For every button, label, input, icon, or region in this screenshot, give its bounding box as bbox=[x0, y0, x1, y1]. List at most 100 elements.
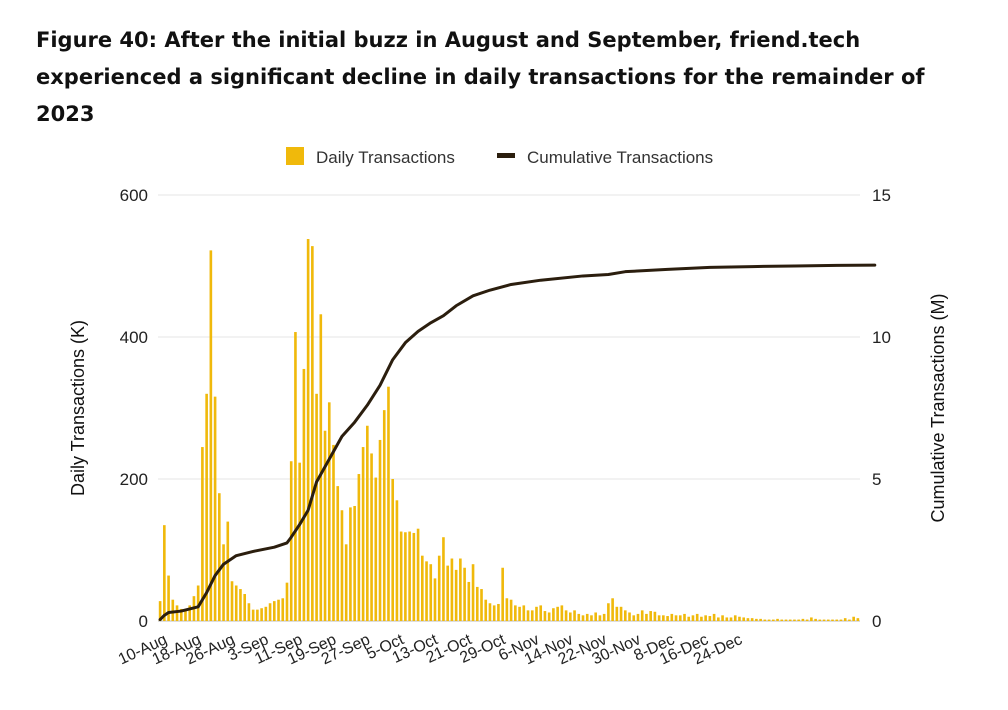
daily-bar bbox=[772, 619, 775, 621]
daily-bar bbox=[573, 610, 576, 621]
daily-bar bbox=[289, 461, 293, 621]
daily-bar bbox=[340, 510, 344, 621]
daily-bar bbox=[188, 605, 192, 621]
daily-bar bbox=[594, 612, 597, 621]
daily-bar bbox=[581, 615, 585, 621]
daily-bar bbox=[196, 585, 200, 621]
daily-bar bbox=[725, 617, 729, 621]
daily-bar bbox=[780, 619, 784, 621]
daily-bar bbox=[167, 575, 170, 621]
daily-bar bbox=[184, 610, 187, 621]
daily-bar bbox=[564, 610, 568, 621]
daily-bar bbox=[687, 616, 691, 621]
left-tick-label: 200 bbox=[120, 470, 148, 489]
figure-title: Figure 40: After the initial buzz in Aug… bbox=[36, 28, 925, 126]
daily-bar bbox=[332, 444, 335, 621]
legend-swatch-cumulative bbox=[497, 153, 515, 158]
daily-bar bbox=[404, 532, 407, 621]
daily-bar bbox=[294, 332, 297, 621]
daily-bar bbox=[539, 605, 543, 621]
daily-bar bbox=[446, 565, 449, 621]
gridlines bbox=[158, 194, 860, 622]
daily-bar bbox=[848, 619, 851, 621]
daily-bar bbox=[218, 493, 221, 621]
daily-bar bbox=[674, 615, 678, 621]
daily-bar bbox=[327, 402, 331, 621]
daily-bar bbox=[729, 617, 733, 621]
daily-bar bbox=[264, 606, 268, 621]
daily-bar bbox=[788, 619, 792, 621]
daily-bar bbox=[585, 613, 589, 621]
daily-bar bbox=[395, 500, 399, 621]
daily-bar bbox=[425, 561, 428, 621]
daily-bar bbox=[459, 558, 462, 621]
legend-label-cumulative: Cumulative Transactions bbox=[527, 148, 713, 167]
daily-bar bbox=[590, 615, 593, 621]
daily-bar bbox=[509, 599, 513, 621]
daily-bar bbox=[662, 615, 665, 621]
daily-bar bbox=[213, 396, 217, 621]
daily-bar bbox=[678, 615, 682, 621]
daily-bar bbox=[750, 618, 754, 621]
right-tick-label: 10 bbox=[872, 328, 891, 347]
daily-bar bbox=[763, 619, 767, 621]
daily-bar bbox=[598, 615, 602, 621]
daily-bar bbox=[733, 615, 737, 621]
daily-bar bbox=[708, 616, 712, 621]
daily-bar bbox=[547, 612, 551, 621]
right-axis-ticks: 0 5 10 15 bbox=[872, 186, 891, 631]
daily-bar bbox=[852, 616, 855, 621]
daily-bar bbox=[530, 610, 534, 621]
daily-bar bbox=[640, 610, 644, 621]
daily-bar bbox=[505, 598, 509, 621]
daily-bar bbox=[670, 613, 674, 621]
daily-bar bbox=[298, 462, 301, 621]
cumulative-line bbox=[158, 263, 877, 622]
daily-bar bbox=[666, 616, 669, 621]
daily-bar bbox=[357, 474, 361, 621]
left-tick-label: 400 bbox=[120, 328, 148, 347]
daily-bar bbox=[691, 615, 695, 621]
daily-bar bbox=[243, 594, 246, 621]
daily-bar bbox=[205, 393, 208, 621]
daily-bar bbox=[560, 605, 564, 621]
right-tick-label: 5 bbox=[872, 470, 881, 489]
right-tick-label: 15 bbox=[872, 186, 891, 205]
daily-bar bbox=[822, 619, 826, 621]
daily-bar bbox=[839, 619, 843, 621]
daily-bar bbox=[784, 619, 788, 621]
daily-bar bbox=[805, 619, 809, 621]
daily-bar bbox=[657, 615, 661, 621]
daily-bar bbox=[315, 393, 318, 621]
daily-bar bbox=[234, 585, 238, 621]
daily-bar bbox=[239, 589, 242, 621]
daily-bar bbox=[260, 608, 263, 621]
daily-bar bbox=[556, 606, 559, 621]
daily-bar bbox=[602, 613, 606, 621]
daily-bar bbox=[497, 603, 500, 621]
daily-bar bbox=[518, 606, 521, 621]
daily-bar bbox=[408, 531, 411, 621]
daily-bar bbox=[158, 601, 162, 621]
daily-bar bbox=[653, 611, 657, 621]
daily-bar bbox=[319, 314, 323, 621]
daily-bar bbox=[442, 537, 445, 621]
right-tick-label: 0 bbox=[872, 612, 881, 631]
daily-bar bbox=[488, 603, 492, 621]
left-tick-label: 0 bbox=[139, 612, 148, 631]
daily-bar bbox=[230, 581, 234, 621]
daily-bar bbox=[742, 617, 746, 621]
daily-bar bbox=[268, 603, 272, 621]
daily-bar bbox=[454, 569, 458, 621]
daily-bar bbox=[767, 619, 771, 621]
daily-bar bbox=[171, 599, 175, 621]
daily-bar bbox=[429, 564, 433, 621]
cumulative-line-layer bbox=[158, 263, 877, 622]
daily-bar bbox=[776, 618, 779, 621]
daily-bar bbox=[370, 453, 373, 621]
left-axis-label: Daily Transactions (K) bbox=[68, 320, 88, 496]
daily-bar bbox=[421, 555, 424, 621]
daily-bar bbox=[797, 619, 800, 621]
daily-bar bbox=[700, 616, 703, 621]
